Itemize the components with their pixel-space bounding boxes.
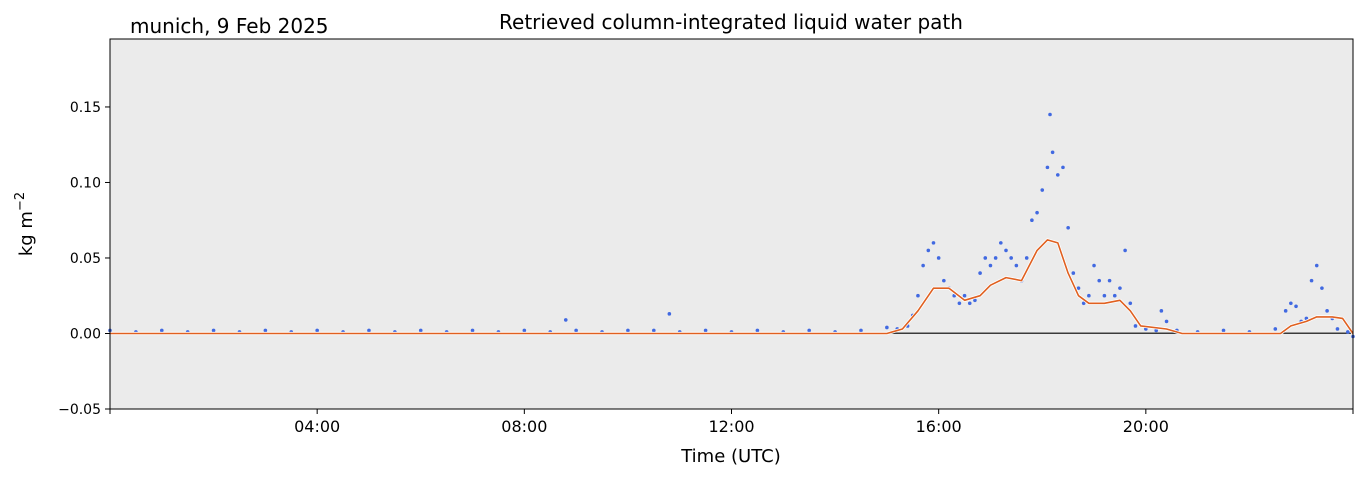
scatter-point-2 xyxy=(159,328,164,333)
scatter-point-47 xyxy=(973,298,977,303)
y-tick-label-4: 0.15 xyxy=(70,100,101,116)
scatter-point-29 xyxy=(807,328,811,333)
scatter-point-79 xyxy=(1133,324,1138,328)
scatter-point-6 xyxy=(263,328,268,333)
scatter-point-48 xyxy=(978,271,982,275)
scatter-point-83 xyxy=(1164,319,1169,324)
scatter-point-90 xyxy=(1289,301,1293,306)
scatter-point-41 xyxy=(942,278,946,283)
chart-title: Retrieved column-integrated liquid water… xyxy=(499,10,963,34)
scatter-point-45 xyxy=(962,293,967,298)
scatter-point-97 xyxy=(1325,309,1329,313)
scatter-point-4 xyxy=(211,328,216,333)
scatter-point-96 xyxy=(1320,286,1324,290)
scatter-point-81 xyxy=(1154,328,1158,333)
y-tick-label-2: 0.05 xyxy=(70,251,101,267)
scatter-point-71 xyxy=(1092,263,1096,268)
scatter-point-77 xyxy=(1123,248,1127,253)
scatter-point-70 xyxy=(1087,293,1091,298)
scatter-point-73 xyxy=(1102,293,1107,298)
x-tick-label-3: 16:00 xyxy=(916,417,962,436)
scatter-point-100 xyxy=(1346,330,1350,334)
y-tick-label-1: 0.00 xyxy=(70,326,101,342)
scatter-point-39 xyxy=(931,241,936,245)
scatter-point-23 xyxy=(667,312,672,316)
scatter-point-95 xyxy=(1314,263,1319,268)
scatter-point-82 xyxy=(1159,309,1164,313)
scatter-point-65 xyxy=(1061,165,1065,170)
scatter-point-67 xyxy=(1071,271,1076,275)
y-tick-label-0: −0.05 xyxy=(58,402,101,418)
scatter-point-51 xyxy=(993,256,998,260)
scatter-point-19 xyxy=(574,328,578,333)
scatter-point-63 xyxy=(1050,150,1055,155)
scatter-point-52 xyxy=(999,241,1003,245)
y-axis-label: kg m−2 xyxy=(13,192,37,256)
scatter-point-62 xyxy=(1048,112,1052,117)
scatter-point-50 xyxy=(988,263,993,268)
scatter-point-21 xyxy=(626,328,630,333)
scatter-point-18 xyxy=(563,318,568,322)
smoothed-line xyxy=(110,239,1354,335)
scatter-point-64 xyxy=(1055,173,1060,177)
y-axis: −0.05 0.00 0.05 0.10 0.15 xyxy=(58,100,110,418)
y-axis-label-exponent: −2 xyxy=(13,192,28,211)
scatter-point-57 xyxy=(1024,256,1029,260)
scatter-point-59 xyxy=(1035,210,1039,215)
scatter-point-31 xyxy=(859,328,863,333)
y-tick-label-3: 0.10 xyxy=(70,175,101,191)
scatter-point-94 xyxy=(1309,278,1314,283)
scatter-point-74 xyxy=(1107,278,1112,283)
x-tick-label-1: 08:00 xyxy=(501,417,547,436)
scatter-point-86 xyxy=(1221,328,1226,333)
scatter-point-53 xyxy=(1004,248,1008,253)
scatter-point-27 xyxy=(755,328,760,333)
scatter-point-58 xyxy=(1030,218,1034,223)
scatter-point-78 xyxy=(1128,301,1133,306)
scatter-point-8 xyxy=(315,328,319,333)
x-axis: 04:00 08:00 12:00 16:00 20:00 xyxy=(109,409,1354,436)
scatter-point-99 xyxy=(1335,327,1340,331)
x-tick-label-4: 20:00 xyxy=(1123,417,1169,436)
x-tick-label-0: 04:00 xyxy=(294,417,340,436)
scatter-point-22 xyxy=(652,328,656,333)
scatter-point-66 xyxy=(1066,225,1070,230)
scatter-point-91 xyxy=(1294,304,1298,309)
scatter-point-54 xyxy=(1009,256,1013,260)
scatter-point-37 xyxy=(921,263,925,268)
scatter-point-61 xyxy=(1045,165,1050,170)
scatter-point-55 xyxy=(1014,263,1019,268)
scatter-point-60 xyxy=(1040,188,1045,192)
x-axis-label: Time (UTC) xyxy=(680,446,781,467)
x-tick-label-2: 12:00 xyxy=(708,417,754,436)
scatter-point-10 xyxy=(367,328,371,333)
scatter-point-46 xyxy=(967,301,972,306)
scatter-point-14 xyxy=(470,328,475,333)
scatter-point-12 xyxy=(418,328,423,333)
location-date-label: munich, 9 Feb 2025 xyxy=(130,14,329,38)
scatter-point-16 xyxy=(522,328,527,333)
scatter-point-49 xyxy=(983,256,988,260)
scatter-point-72 xyxy=(1097,278,1102,283)
plot-background xyxy=(110,39,1353,409)
scatter-point-75 xyxy=(1112,293,1117,298)
scatter-point-38 xyxy=(926,248,931,253)
scatter-point-44 xyxy=(957,301,962,306)
scatter-point-89 xyxy=(1283,309,1288,313)
scatter-point-68 xyxy=(1076,286,1081,290)
scatter-point-25 xyxy=(703,328,708,333)
scatter-point-76 xyxy=(1118,286,1122,290)
scatter-point-32 xyxy=(885,325,889,330)
scatter-point-88 xyxy=(1273,327,1278,331)
scatter-point-40 xyxy=(936,256,941,260)
scatter-point-36 xyxy=(916,293,920,298)
data-marks xyxy=(108,112,1355,339)
y-axis-label-base: kg m xyxy=(16,211,37,256)
scatter-point-69 xyxy=(1081,301,1086,306)
